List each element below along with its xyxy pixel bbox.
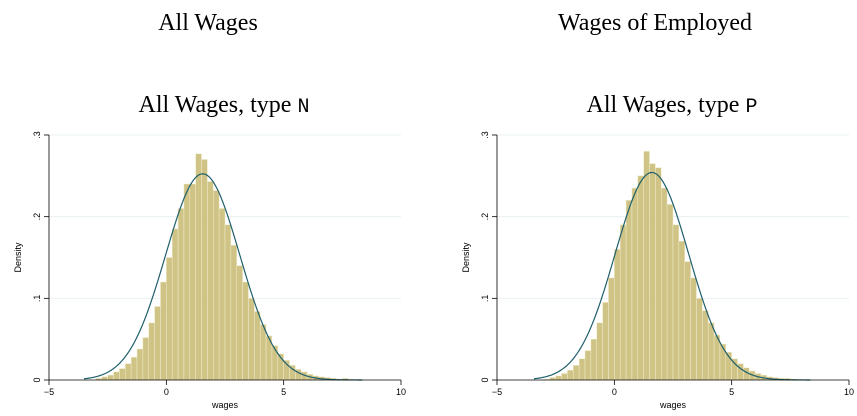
bar — [678, 240, 685, 381]
bar — [719, 343, 727, 381]
bar — [590, 338, 597, 381]
chart: All Wages, type P0.1.2.3−5 0 5 10wagesDensi… — [461, 92, 854, 410]
bar — [107, 374, 114, 381]
bar — [236, 265, 243, 381]
bar — [207, 181, 214, 381]
title-text: All Wages, type — [139, 92, 292, 118]
x-axis-label: wages — [659, 400, 687, 410]
bar — [567, 369, 574, 381]
bar — [154, 306, 161, 381]
chart-title: All Wages, type P — [587, 92, 758, 119]
bar — [602, 302, 609, 381]
column-heading: Wages of Employed — [558, 10, 752, 36]
bar — [201, 159, 208, 381]
bar — [113, 371, 120, 381]
bar — [684, 261, 691, 381]
bar — [101, 376, 108, 381]
bar — [661, 187, 668, 381]
bar — [696, 298, 703, 381]
bar — [619, 224, 627, 381]
bar — [125, 363, 132, 381]
bar — [177, 208, 185, 381]
bar — [637, 175, 644, 381]
y-axis-label: Density — [13, 242, 23, 273]
x-tick-label: 10 — [844, 387, 854, 397]
normal-curve — [83, 173, 363, 381]
bar — [271, 345, 279, 381]
bar — [259, 324, 267, 381]
x-tick-label: −5 — [492, 387, 502, 397]
bar — [631, 187, 639, 381]
column-heading: All Wages — [158, 10, 258, 36]
bar — [690, 277, 697, 381]
x-tick-label: 0 — [164, 387, 169, 397]
bar — [160, 281, 167, 381]
title-code: N — [297, 96, 309, 119]
bar — [171, 228, 179, 381]
y-axis-label: Density — [461, 242, 471, 273]
bar — [625, 200, 633, 381]
bar — [189, 183, 196, 381]
bar — [119, 368, 126, 381]
y-tick-label: .3 — [32, 131, 42, 139]
bar — [183, 183, 191, 381]
y-tick-label: 0 — [480, 377, 490, 382]
x-tick-label: 0 — [612, 387, 617, 397]
bar — [702, 310, 709, 381]
bar — [655, 167, 662, 381]
bar — [213, 190, 220, 381]
bar — [230, 245, 237, 381]
y-tick-label: .1 — [32, 295, 42, 303]
bar — [596, 322, 603, 381]
bar — [242, 281, 249, 381]
bar — [707, 322, 715, 381]
bar — [573, 365, 580, 381]
bar — [130, 356, 138, 381]
bar — [561, 373, 568, 381]
bar — [643, 151, 650, 381]
bar — [666, 204, 674, 381]
y-tick-label: .3 — [480, 131, 490, 139]
bar — [248, 298, 255, 381]
y-tick-label: .1 — [480, 295, 490, 303]
x-axis-label: wages — [211, 400, 239, 410]
bar — [136, 348, 144, 381]
title-code: P — [745, 96, 757, 119]
bar — [672, 224, 680, 381]
bar — [584, 350, 592, 381]
y-tick-label: 0 — [32, 377, 42, 382]
bar — [608, 277, 615, 381]
bar — [578, 358, 586, 381]
bar — [218, 208, 226, 381]
bar — [195, 153, 202, 381]
title-text: All Wages, type — [587, 92, 740, 118]
x-tick-label: −5 — [44, 387, 54, 397]
chart: All Wages, type N0.1.2.3−5 0 5 10wagesDensi… — [13, 92, 406, 410]
bar — [166, 257, 173, 381]
bar — [142, 337, 149, 381]
x-tick-label: 5 — [729, 387, 734, 397]
bar — [254, 311, 261, 381]
x-tick-label: 5 — [281, 387, 286, 397]
bar — [148, 322, 155, 381]
chart-title: All Wages, type N — [139, 92, 310, 119]
y-tick-label: .2 — [32, 213, 42, 221]
x-tick-label: 10 — [396, 387, 406, 397]
bar — [649, 163, 656, 381]
bar — [614, 249, 621, 381]
bar — [555, 375, 562, 381]
y-tick-label: .2 — [480, 213, 490, 221]
bar — [224, 224, 232, 381]
normal-curve — [533, 171, 811, 381]
